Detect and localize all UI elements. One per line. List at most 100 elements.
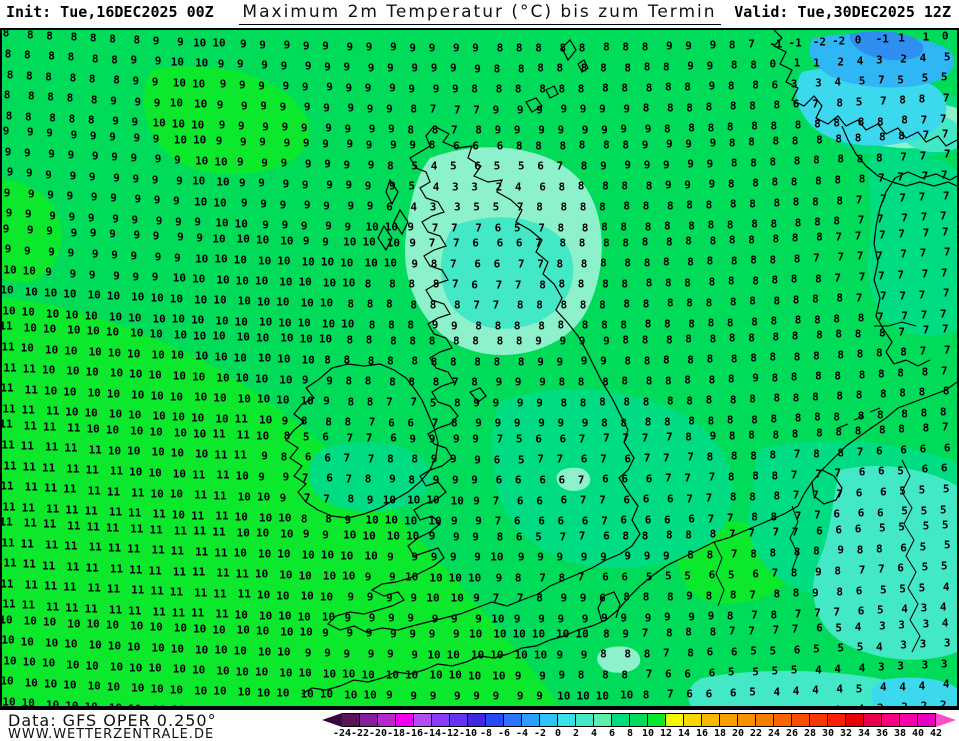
- temp-value: 7: [941, 322, 949, 336]
- temp-value: 8: [603, 40, 610, 54]
- temp-value: 9: [153, 193, 161, 207]
- temp-value: 5: [727, 568, 735, 582]
- temp-value: 9: [279, 100, 287, 114]
- colorbar-tick-label: -10: [458, 728, 478, 739]
- temp-value: 9: [559, 334, 567, 348]
- temp-value: 7: [791, 622, 799, 636]
- temp-value: 9: [581, 416, 589, 430]
- temp-value: 8: [727, 79, 735, 93]
- temp-value: 9: [47, 188, 54, 202]
- temp-value: 8: [410, 298, 417, 312]
- temp-value: 10: [343, 528, 357, 542]
- temp-value: 9: [260, 197, 267, 211]
- temp-value: 8: [685, 625, 692, 639]
- temp-value: 9: [69, 169, 77, 183]
- temp-value: 9: [26, 125, 34, 139]
- temp-value: 9: [194, 215, 201, 229]
- temp-value: 11: [84, 602, 98, 616]
- temp-value: 7: [939, 209, 947, 223]
- temp-value: 8: [514, 82, 522, 96]
- temp-value: 8: [684, 373, 691, 387]
- temp-value: 8: [752, 274, 759, 288]
- temp-value: 8: [2, 28, 10, 40]
- temp-value: 9: [516, 689, 524, 703]
- temp-value: 8: [300, 414, 308, 428]
- temp-value: 10: [130, 619, 144, 633]
- temp-value: 8: [707, 414, 715, 428]
- temp-value: 8: [560, 396, 568, 410]
- temp-value: 10: [170, 446, 185, 460]
- temp-value: 10: [257, 645, 272, 659]
- temp-value: 11: [66, 560, 80, 574]
- temp-value: 9: [109, 227, 116, 241]
- temp-value: 7: [496, 432, 504, 446]
- temp-value: 7: [516, 591, 524, 605]
- temp-value: 10: [0, 283, 14, 297]
- temp-value: 9: [366, 199, 374, 213]
- temp-value: 9: [322, 626, 329, 640]
- temp-value: 10: [319, 590, 334, 604]
- temp-value: 10: [194, 684, 208, 698]
- temp-value: 10: [128, 311, 142, 325]
- temp-value: 10: [149, 620, 163, 634]
- temp-value: 7: [662, 451, 670, 465]
- temp-value: 8: [344, 415, 352, 429]
- temp-value: 8: [68, 112, 76, 126]
- temp-value: 8: [559, 139, 567, 153]
- temp-value: 7: [939, 112, 947, 126]
- temp-value: 8: [816, 426, 823, 440]
- temp-value: 11: [214, 448, 228, 462]
- temp-value: 6: [515, 530, 523, 544]
- temp-value: 11: [88, 540, 102, 554]
- temp-value: 10: [427, 648, 441, 662]
- temp-value: 8: [749, 294, 756, 308]
- temp-value: 7: [748, 526, 755, 540]
- temp-value: 6: [816, 621, 823, 635]
- colorbar-cell: [918, 713, 936, 727]
- temp-value: 8: [812, 390, 819, 404]
- temp-value: 6: [513, 514, 521, 528]
- temp-value: 9: [410, 689, 417, 703]
- temp-value: 9: [536, 396, 543, 410]
- temp-value: 9: [259, 38, 266, 52]
- temp-value: 7: [940, 266, 948, 280]
- temp-value: 8: [686, 198, 693, 212]
- temp-value: 7: [726, 511, 734, 525]
- temp-value: 9: [91, 149, 99, 163]
- temp-value: 8: [493, 62, 501, 76]
- temp-value: 8: [792, 391, 800, 405]
- temp-value: 11: [2, 402, 16, 416]
- temp-value: 8: [430, 257, 438, 271]
- colorbar-cell: [360, 713, 378, 727]
- temp-value: 8: [813, 447, 820, 461]
- temp-value: 9: [134, 95, 142, 109]
- temp-value: 9: [471, 473, 478, 487]
- temp-value: 7: [939, 307, 947, 321]
- temp-value: 8: [643, 647, 651, 661]
- temp-value: 8: [790, 566, 798, 580]
- band-2-4: [440, 113, 957, 706]
- temp-value: 9: [685, 137, 692, 151]
- temp-value: 2: [495, 180, 503, 194]
- temp-value: 8: [836, 96, 843, 110]
- temp-value: 8: [620, 318, 627, 332]
- temp-value: 7: [751, 608, 758, 622]
- coast-france-benelux: [301, 505, 799, 695]
- temp-value: 8: [390, 334, 397, 348]
- temp-value: 8: [729, 490, 737, 504]
- temp-value: 10: [321, 317, 336, 331]
- temp-value: 9: [282, 79, 290, 93]
- temp-value: 6: [875, 444, 883, 458]
- temp-value: 8: [5, 109, 13, 123]
- temp-value: 8: [854, 327, 862, 341]
- temp-value: 10: [280, 331, 294, 345]
- temp-value: 10: [191, 118, 205, 132]
- temp-value: 10: [278, 316, 292, 330]
- temp-value: 1: [922, 30, 930, 44]
- temp-value: 8: [644, 317, 652, 331]
- temp-value: 10: [297, 316, 311, 330]
- temp-value: 10: [84, 309, 98, 323]
- temp-value: 5: [492, 200, 500, 214]
- temp-value: 9: [452, 627, 460, 641]
